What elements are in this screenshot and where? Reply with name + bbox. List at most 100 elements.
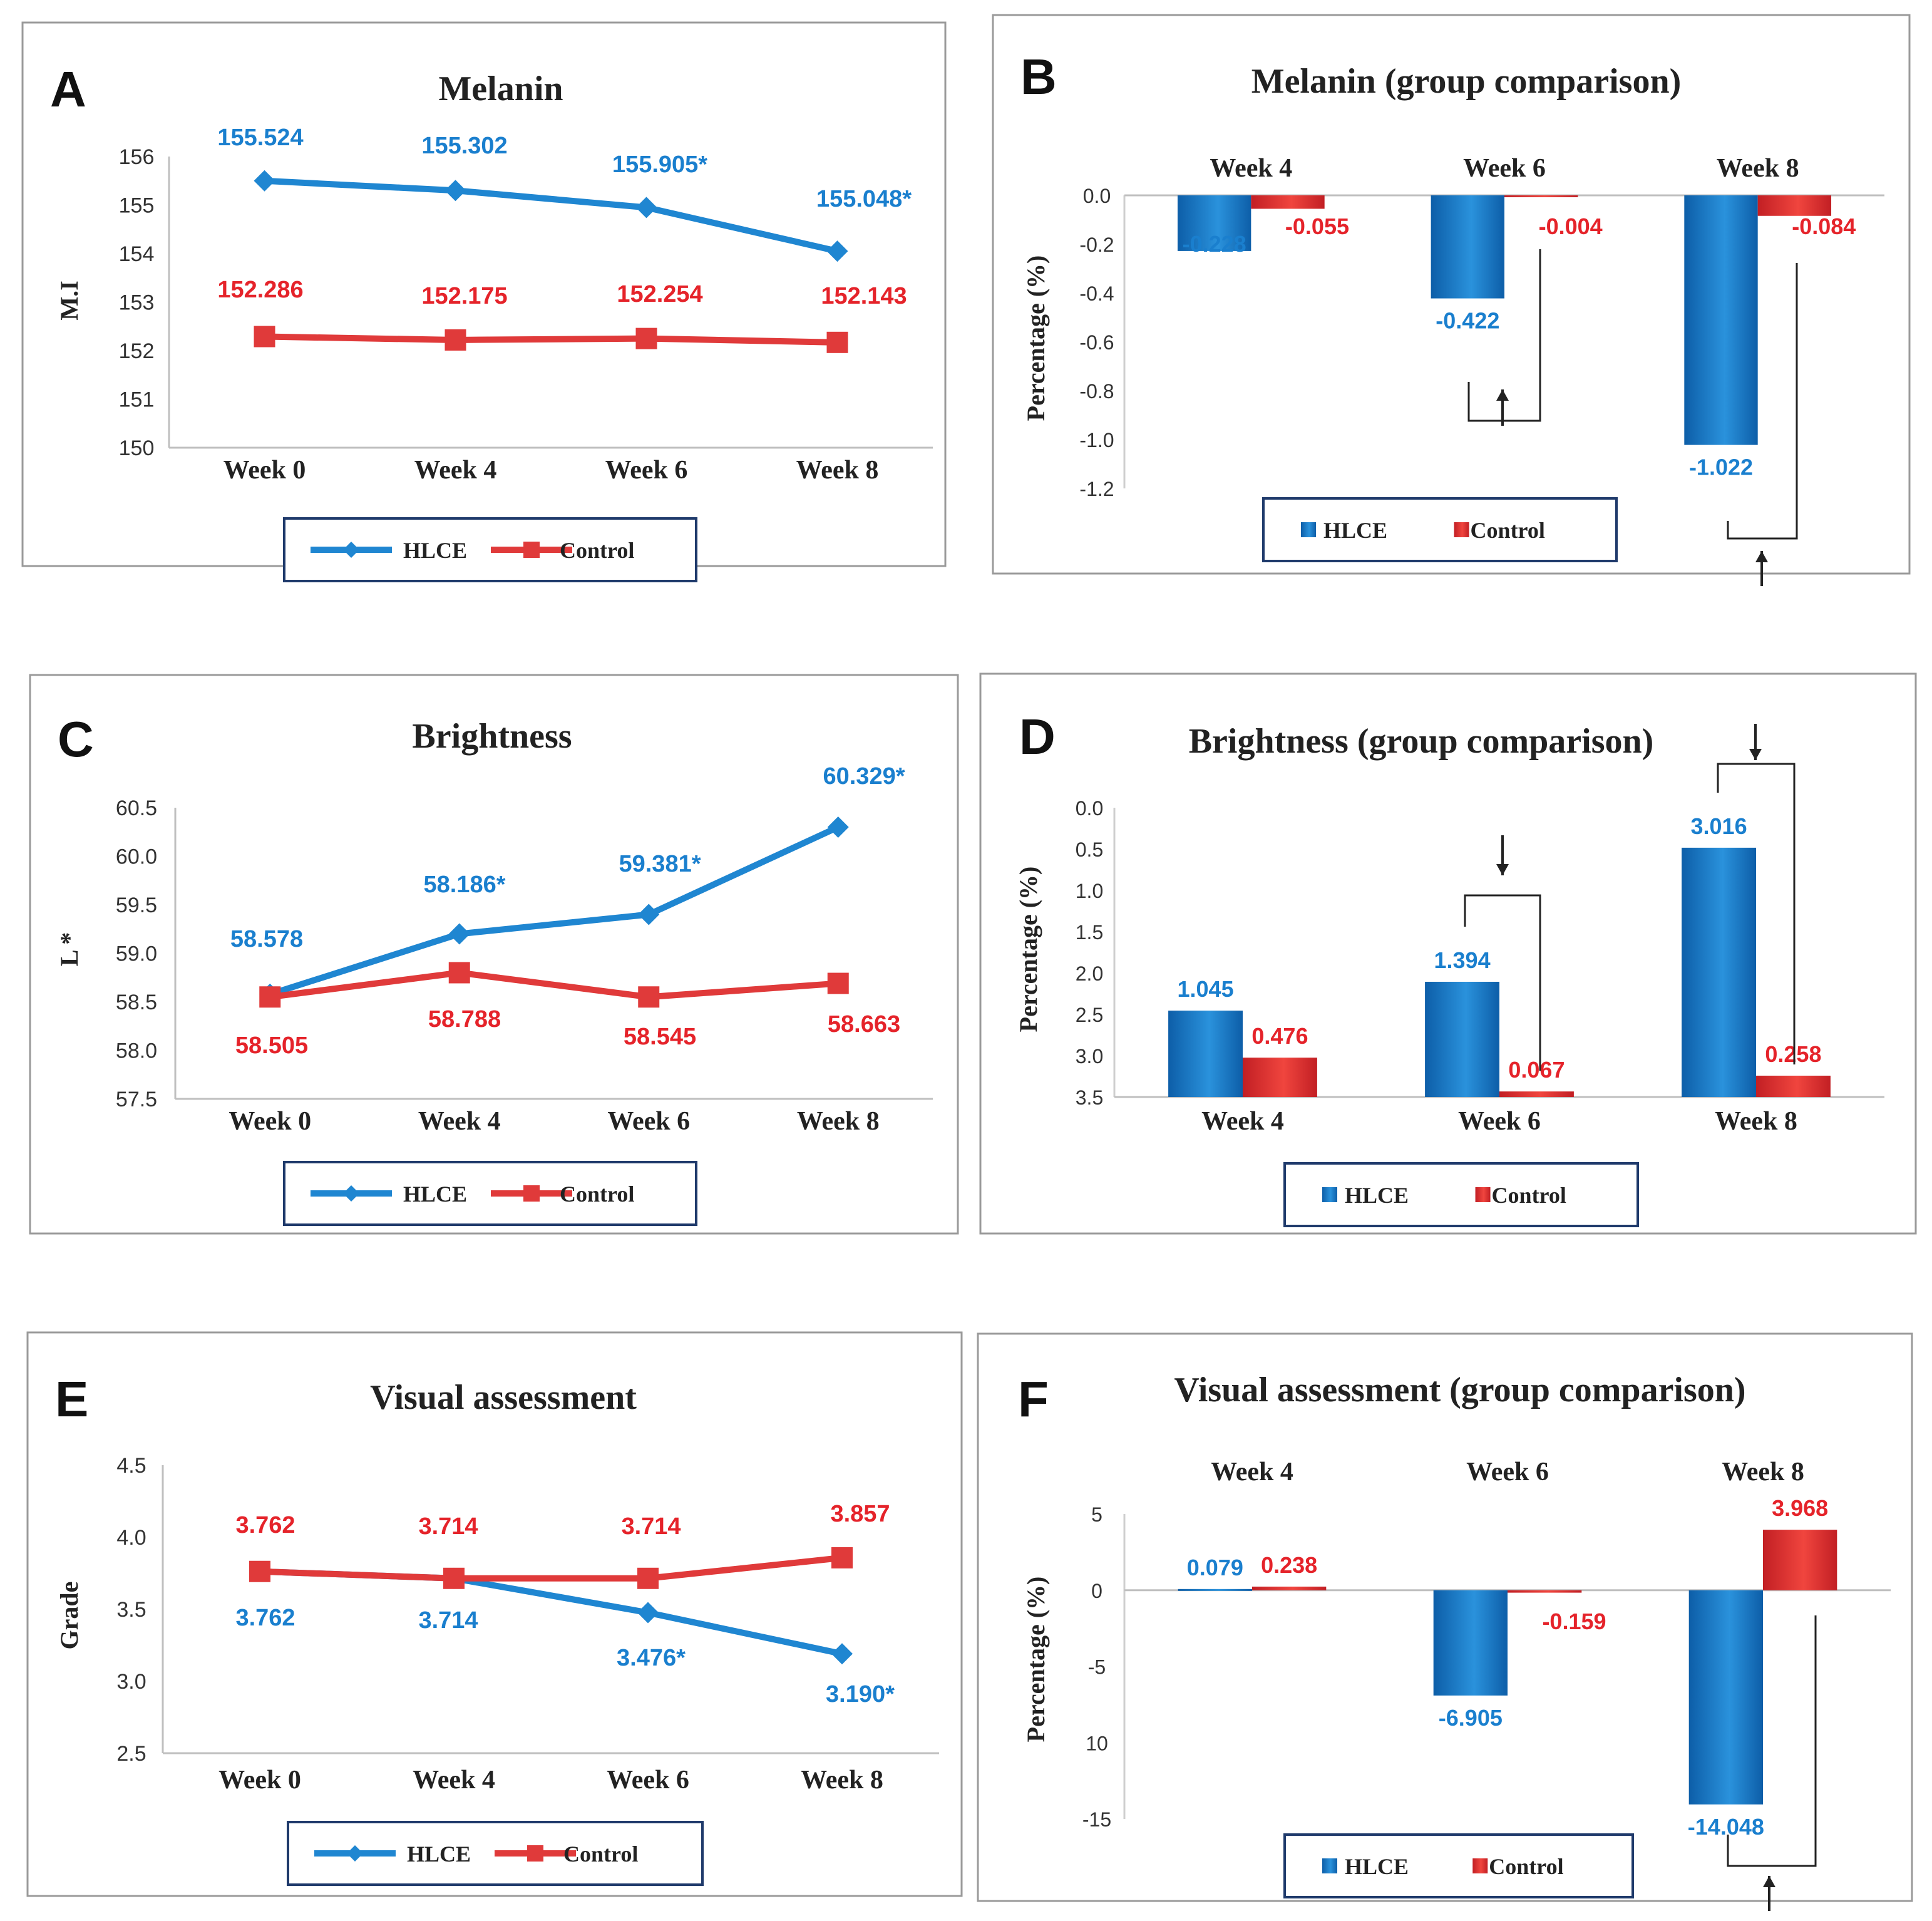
control-value-label: 152.254 xyxy=(617,281,702,307)
chart-title: Visual assessment (group comparison) xyxy=(1174,1371,1745,1409)
panel-A: A Melanin 150 151 152 153 154 155 156 Week 0 Week … xyxy=(21,21,947,582)
legend-hlce-swatch xyxy=(1322,1187,1337,1202)
hlce-point xyxy=(637,1602,659,1624)
arrow-head xyxy=(1755,551,1768,562)
control-value-label: 3.968 xyxy=(1772,1495,1828,1521)
control-point xyxy=(444,329,466,351)
y-tick-label: -0.6 xyxy=(1079,331,1114,354)
hlce-point xyxy=(827,816,849,838)
control-bar xyxy=(1508,1590,1582,1593)
hlce-value-label: 1.394 xyxy=(1434,947,1491,973)
y-tick-label: 156 xyxy=(119,145,155,169)
panel-frame xyxy=(21,21,947,567)
control-value-label: 0.067 xyxy=(1508,1057,1565,1083)
x-tick-label: Week 8 xyxy=(1715,1107,1797,1136)
y-tick-label: 59.0 xyxy=(116,942,157,966)
control-point xyxy=(826,331,848,353)
control-value-label: 3.714 xyxy=(418,1513,478,1540)
legend-control-swatch xyxy=(1454,522,1469,537)
legend-control-label: Control xyxy=(1489,1854,1563,1879)
legend-hlce-swatch xyxy=(1301,522,1316,537)
significance-bracket xyxy=(1464,894,1541,1071)
hlce-bar xyxy=(1177,195,1251,251)
x-tick-label: Week 8 xyxy=(797,1107,880,1136)
hlce-bar xyxy=(1688,1590,1763,1805)
control-value-label: 152.143 xyxy=(821,283,907,309)
y-tick-label: -5 xyxy=(1088,1656,1106,1679)
legend-control-label: Control xyxy=(1492,1183,1566,1208)
control-series-line xyxy=(269,969,839,1001)
control-value-label: 58.505 xyxy=(235,1033,308,1059)
hlce-bar xyxy=(1433,1590,1508,1696)
significance-bracket xyxy=(1467,249,1541,422)
hlce-value-label: -0.422 xyxy=(1436,308,1499,334)
y-tick-label: 59.5 xyxy=(116,894,157,917)
hlce-bar xyxy=(1684,195,1758,445)
legend-hlce-label: HLCE xyxy=(1323,518,1387,543)
chart-title: Brightness (group comparison) xyxy=(1189,722,1654,761)
legend-control-swatch xyxy=(1475,1187,1491,1202)
y-tick-label: 3.0 xyxy=(116,1670,146,1694)
control-point xyxy=(831,1547,853,1568)
hlce-series-line xyxy=(264,177,838,254)
x-tick-label: Week 6 xyxy=(607,1107,690,1136)
y-tick-label: 58.0 xyxy=(116,1039,157,1063)
hlce-point xyxy=(638,904,660,925)
chart-title: Melanin xyxy=(438,70,563,108)
legend-hlce-label: HLCE xyxy=(403,1182,467,1207)
legend-hlce-marker xyxy=(343,542,359,558)
y-axis-label: L * xyxy=(55,932,83,966)
panel-C: C Brightness 57.5 58.0 58.5 59.0 59.5 60.0 60.5 W… xyxy=(29,674,959,1235)
y-tick-label: 3.5 xyxy=(1076,1086,1103,1109)
significance-bracket xyxy=(1727,263,1798,540)
hlce-value-label: -0.228 xyxy=(1183,231,1246,257)
legend-box xyxy=(1283,1833,1634,1898)
y-tick-label: 0.5 xyxy=(1076,838,1103,861)
control-point xyxy=(638,986,660,1008)
hlce-value-label: 59.381* xyxy=(619,851,701,877)
legend-control-label: Control xyxy=(560,1182,634,1207)
control-bar xyxy=(1252,1586,1327,1590)
hlce-value-label: 3.190* xyxy=(826,1681,895,1707)
legend-hlce-label: HLCE xyxy=(407,1841,471,1867)
x-tick-label: Week 4 xyxy=(418,1107,501,1136)
hlce-value-label: -14.048 xyxy=(1688,1814,1764,1840)
y-axis-label: Grade xyxy=(55,1582,83,1650)
x-tick-label: Week 4 xyxy=(1201,1107,1284,1136)
control-bar xyxy=(1757,195,1832,216)
control-series-line xyxy=(264,333,838,346)
x-tick-label: Week 0 xyxy=(224,456,306,485)
x-tick-label: Week 0 xyxy=(218,1766,301,1795)
arrow-head xyxy=(1749,749,1762,760)
legend-control-marker xyxy=(523,1185,540,1202)
control-point xyxy=(637,1567,659,1589)
hlce-value-label: 155.048* xyxy=(816,186,912,212)
x-tick-label: Week 6 xyxy=(1463,154,1546,183)
arrow-head xyxy=(1496,389,1509,401)
y-tick-label: 2.5 xyxy=(1076,1004,1103,1026)
hlce-value-label: 155.905* xyxy=(612,152,707,178)
control-point xyxy=(827,972,849,994)
hlce-point xyxy=(254,170,275,192)
control-point xyxy=(249,1560,270,1582)
hlce-value-label: 0.079 xyxy=(1187,1555,1243,1580)
legend-box xyxy=(1283,1162,1639,1227)
control-value-label: 152.175 xyxy=(421,283,507,309)
legend-hlce-label: HLCE xyxy=(403,538,467,563)
hlce-value-label: 155.524 xyxy=(217,125,303,151)
hlce-point xyxy=(635,197,657,219)
y-tick-label: 3.0 xyxy=(1076,1045,1103,1068)
y-tick-label: 150 xyxy=(119,436,155,460)
x-tick-label: Week 8 xyxy=(1717,154,1799,183)
y-tick-label: -15 xyxy=(1082,1808,1111,1831)
y-tick-label: 153 xyxy=(119,291,155,315)
y-tick-label: -1.0 xyxy=(1079,429,1114,451)
control-value-label: -0.159 xyxy=(1542,1609,1606,1634)
hlce-point xyxy=(448,923,470,945)
control-value-label: 152.286 xyxy=(217,277,303,303)
control-value-label: -0.004 xyxy=(1539,214,1603,239)
significance-bracket xyxy=(1727,1615,1817,1867)
control-value-label: 0.238 xyxy=(1261,1552,1317,1578)
control-point xyxy=(443,1567,465,1589)
y-tick-label: 3.5 xyxy=(116,1598,146,1622)
